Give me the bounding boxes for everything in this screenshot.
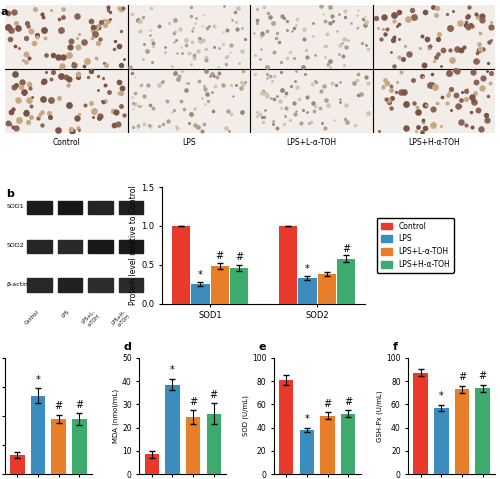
Bar xyxy=(250,5,372,69)
Text: LPS: LPS xyxy=(182,138,196,147)
Text: #: # xyxy=(324,399,332,409)
Bar xyxy=(172,226,191,304)
Text: #: # xyxy=(478,371,486,381)
Bar xyxy=(128,5,250,69)
Text: SOD2: SOD2 xyxy=(0,90,2,112)
Y-axis label: GSH-Px (U/mL): GSH-Px (U/mL) xyxy=(377,390,384,442)
Text: *: * xyxy=(36,375,41,385)
Text: #: # xyxy=(342,244,350,254)
Bar xyxy=(165,385,180,474)
Bar xyxy=(210,266,229,304)
Bar xyxy=(119,201,143,214)
Text: LPS+L-
α-TOH: LPS+L- α-TOH xyxy=(81,309,101,329)
Y-axis label: MDA (nmol/mL): MDA (nmol/mL) xyxy=(113,389,119,443)
Bar xyxy=(28,240,52,253)
Text: #: # xyxy=(235,252,243,262)
Text: #: # xyxy=(210,389,218,399)
Bar xyxy=(454,389,469,474)
Bar xyxy=(58,278,82,292)
Text: β-actin: β-actin xyxy=(7,282,28,286)
Bar xyxy=(372,5,495,69)
Text: *: * xyxy=(305,264,310,274)
Text: #: # xyxy=(54,401,62,411)
Bar xyxy=(88,240,112,253)
Text: a: a xyxy=(0,7,8,17)
Text: f: f xyxy=(392,342,398,352)
Bar xyxy=(58,201,82,214)
Bar xyxy=(192,284,210,304)
Bar xyxy=(52,419,66,474)
Bar xyxy=(31,396,46,474)
Bar xyxy=(88,278,112,292)
Text: *: * xyxy=(304,414,310,424)
Bar xyxy=(88,201,112,214)
Bar xyxy=(434,408,448,474)
Bar xyxy=(476,388,490,474)
Legend: Control, LPS, LPS+L-α-TOH, LPS+H-α-TOH: Control, LPS, LPS+L-α-TOH, LPS+H-α-TOH xyxy=(377,218,454,273)
Text: #: # xyxy=(344,397,352,407)
Text: *: * xyxy=(170,365,175,375)
Bar xyxy=(5,5,128,69)
Bar xyxy=(10,455,24,474)
Bar xyxy=(206,414,221,474)
Bar xyxy=(298,278,316,304)
Bar xyxy=(72,419,86,474)
Text: Control: Control xyxy=(52,138,80,147)
Bar xyxy=(279,226,297,304)
Text: SOD2: SOD2 xyxy=(7,243,24,248)
Bar xyxy=(341,414,355,474)
Bar xyxy=(119,278,143,292)
Bar xyxy=(372,69,495,133)
Text: Control: Control xyxy=(24,309,40,326)
Bar xyxy=(28,278,52,292)
Y-axis label: SOD (U/mL): SOD (U/mL) xyxy=(242,396,249,436)
Bar xyxy=(28,201,52,214)
Bar xyxy=(128,69,250,133)
Bar xyxy=(58,240,82,253)
Text: #: # xyxy=(76,399,84,410)
Bar xyxy=(318,274,336,304)
Text: e: e xyxy=(258,342,266,352)
Text: #: # xyxy=(216,251,224,261)
Text: *: * xyxy=(198,270,203,280)
Text: LPS+L-α-TOH: LPS+L-α-TOH xyxy=(286,138,337,147)
Bar xyxy=(119,240,143,253)
Bar xyxy=(5,69,128,133)
Text: LPS+H-α-TOH: LPS+H-α-TOH xyxy=(408,138,460,147)
Text: #: # xyxy=(189,397,197,407)
Bar xyxy=(279,380,293,474)
Bar xyxy=(414,373,428,474)
Bar xyxy=(250,69,372,133)
Text: LPS: LPS xyxy=(60,309,70,319)
Text: #: # xyxy=(458,372,466,382)
Bar xyxy=(337,259,355,304)
Bar xyxy=(230,268,248,304)
Text: SOD1: SOD1 xyxy=(7,204,24,209)
Bar xyxy=(320,416,335,474)
Bar xyxy=(300,430,314,474)
Text: b: b xyxy=(6,189,14,199)
Text: SOD1: SOD1 xyxy=(0,26,2,47)
Y-axis label: Protein level relative to Control: Protein level relative to Control xyxy=(130,185,138,305)
Text: *: * xyxy=(439,391,444,401)
Text: LPS+H-
α-TOH: LPS+H- α-TOH xyxy=(110,309,132,330)
Bar xyxy=(144,455,159,474)
Text: d: d xyxy=(124,342,132,352)
Bar xyxy=(186,417,200,474)
